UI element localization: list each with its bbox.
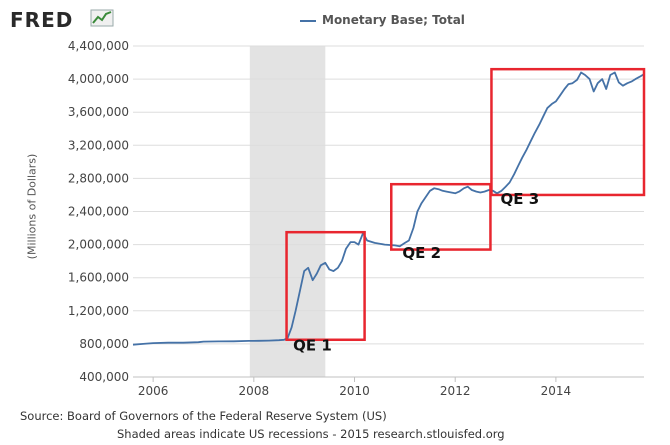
y-tick-label: 2,000,000 [68, 238, 129, 252]
y-tick-label: 4,000,000 [68, 72, 129, 86]
y-tick-label: 1,600,000 [68, 271, 129, 285]
series-line [132, 71, 645, 346]
source-note: Source: Board of Governors of the Federa… [20, 409, 387, 423]
legend-label: Monetary Base; Total [322, 13, 465, 27]
x-tick-label: 2012 [440, 384, 471, 398]
x-tick-label: 2010 [339, 384, 370, 398]
y-tick-label: 3,600,000 [68, 105, 129, 119]
y-tick-label: 1,200,000 [68, 304, 129, 318]
x-tick-label: 2008 [239, 384, 270, 398]
x-tick-label: 2006 [138, 384, 169, 398]
y-tick-label: 400,000 [79, 370, 129, 384]
qe-annotation-label: QE 1 [293, 337, 332, 355]
y-tick-label: 800,000 [79, 337, 129, 351]
recession-note: Shaded areas indicate US recessions - 20… [117, 427, 505, 441]
fred-logo: FRED [10, 8, 74, 32]
y-tick-label: 3,200,000 [68, 138, 129, 152]
qe-annotation-label: QE 3 [501, 190, 540, 208]
chart-legend: Monetary Base; Total [300, 13, 465, 27]
qe-annotation-label: QE 2 [402, 244, 441, 262]
legend-swatch [300, 19, 316, 22]
qe-annotation-box [490, 67, 646, 197]
line-chart-icon [90, 9, 114, 27]
y-tick-label: 4,400,000 [68, 39, 129, 53]
qe-annotation-box [285, 230, 366, 342]
qe-annotation-box [390, 182, 492, 251]
y-tick-label: 2,400,000 [68, 205, 129, 219]
y-tick-label: 2,800,000 [68, 171, 129, 185]
x-tick-label: 2014 [541, 384, 572, 398]
